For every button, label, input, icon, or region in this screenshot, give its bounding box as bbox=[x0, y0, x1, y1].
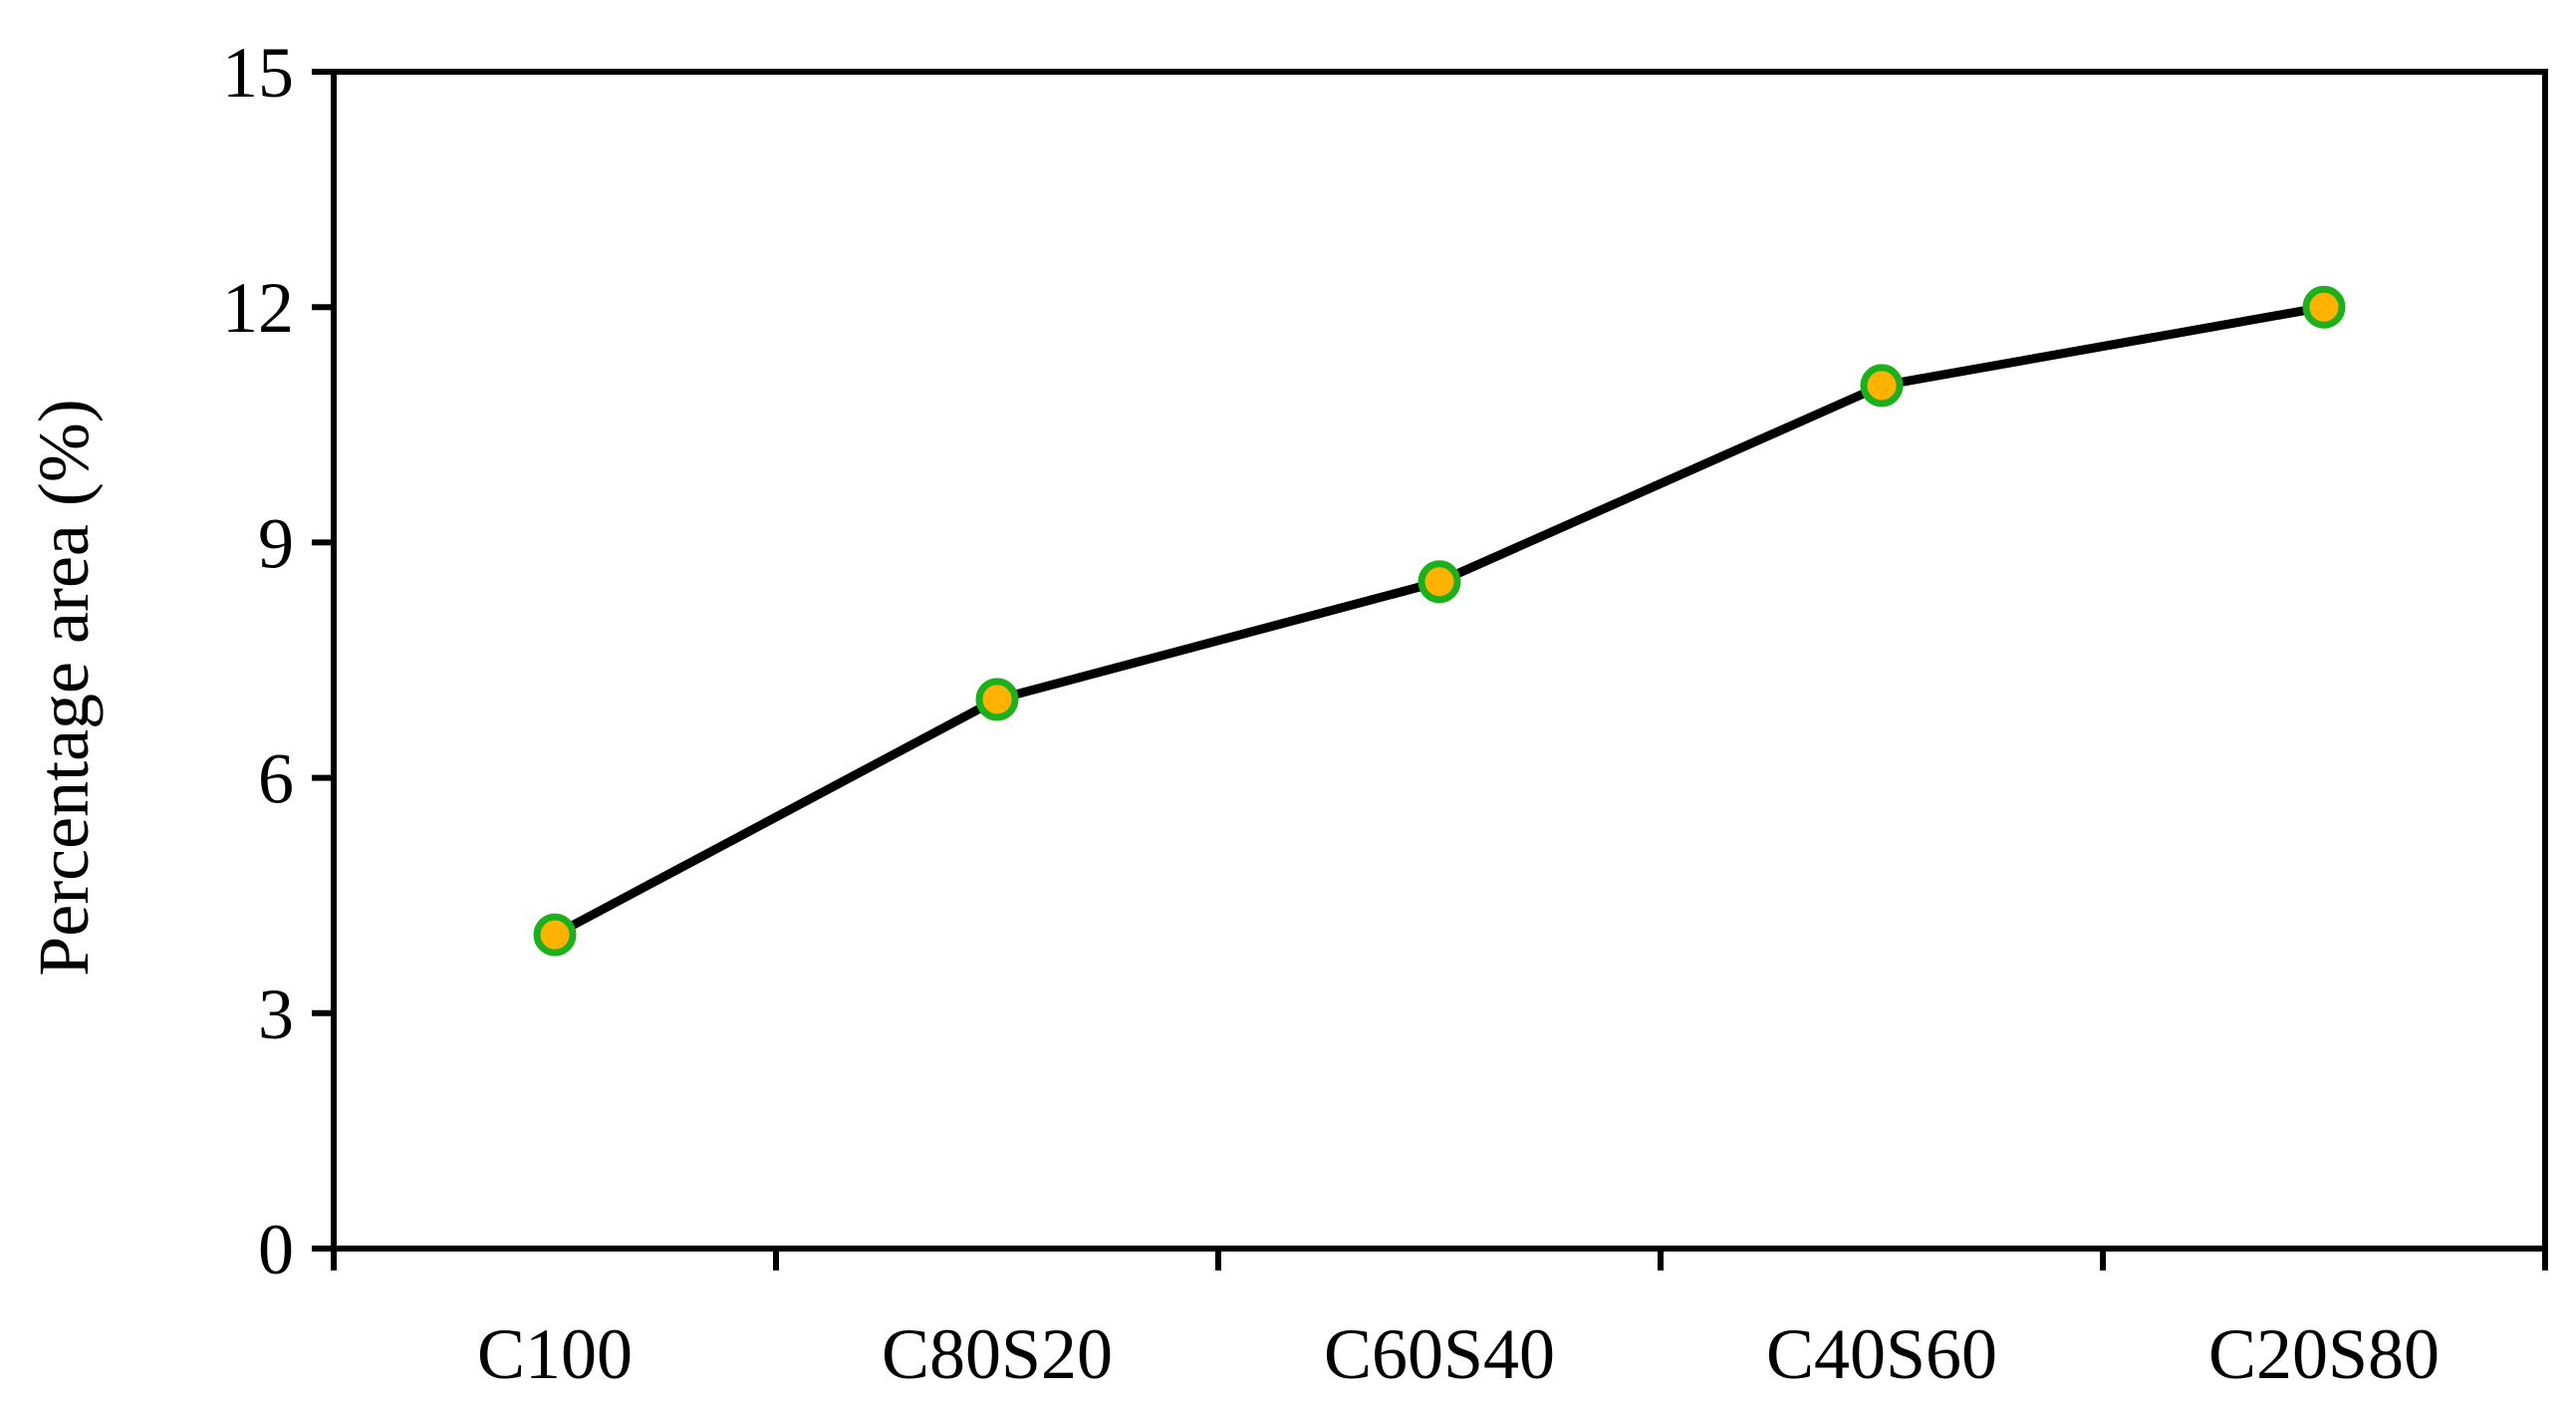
y-tick-label: 9 bbox=[258, 503, 294, 583]
x-axis: C100 C80S20 C60S40 C40S60 C20S80 bbox=[331, 1249, 2548, 1394]
x-tick-label: C20S80 bbox=[2208, 1314, 2440, 1394]
data-point bbox=[975, 678, 1019, 721]
x-tick-label: C60S40 bbox=[1324, 1314, 1555, 1394]
y-tick-label: 12 bbox=[222, 268, 294, 348]
plot-frame bbox=[331, 69, 2548, 1252]
data-point bbox=[533, 913, 577, 957]
series-line bbox=[550, 302, 2329, 940]
y-axis: 0 3 6 9 12 15 bbox=[222, 33, 334, 1289]
x-tick-label: C40S60 bbox=[1766, 1314, 1997, 1394]
y-tick-label: 3 bbox=[258, 975, 294, 1054]
y-tick-label: 15 bbox=[222, 33, 294, 113]
y-tick-label: 0 bbox=[258, 1210, 294, 1289]
y-axis-title: Percentage area (%) bbox=[24, 399, 104, 977]
x-tick-label: C100 bbox=[477, 1314, 633, 1394]
y-tick-label: 6 bbox=[258, 739, 294, 819]
plot-border bbox=[331, 69, 2548, 1252]
data-point bbox=[2302, 285, 2346, 329]
x-tick-label: C80S20 bbox=[882, 1314, 1113, 1394]
series-layer bbox=[533, 285, 2346, 957]
data-point bbox=[1417, 560, 1461, 604]
data-point bbox=[1860, 364, 1904, 408]
